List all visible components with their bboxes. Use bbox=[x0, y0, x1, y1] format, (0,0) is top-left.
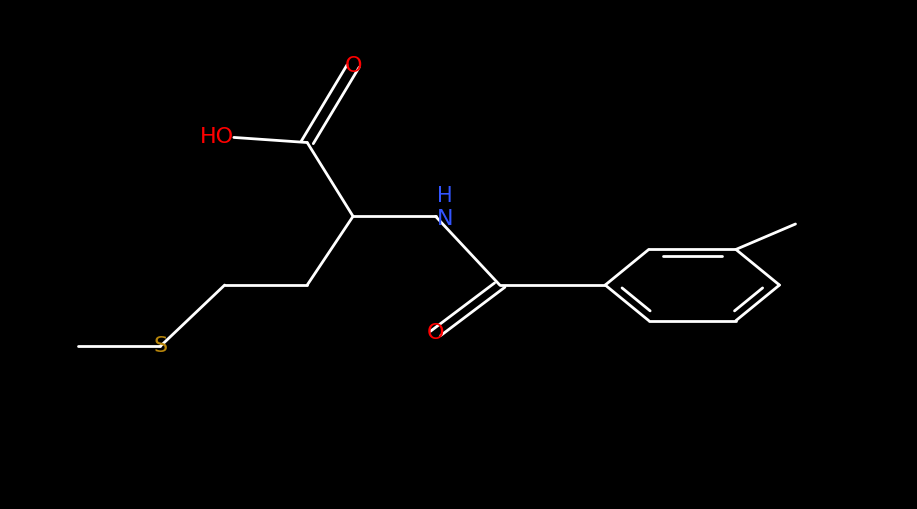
Text: O: O bbox=[426, 323, 445, 344]
Text: H: H bbox=[436, 186, 453, 206]
Text: HO: HO bbox=[200, 127, 234, 148]
Text: S: S bbox=[153, 336, 168, 356]
Text: O: O bbox=[344, 56, 362, 76]
Text: N: N bbox=[436, 209, 453, 229]
